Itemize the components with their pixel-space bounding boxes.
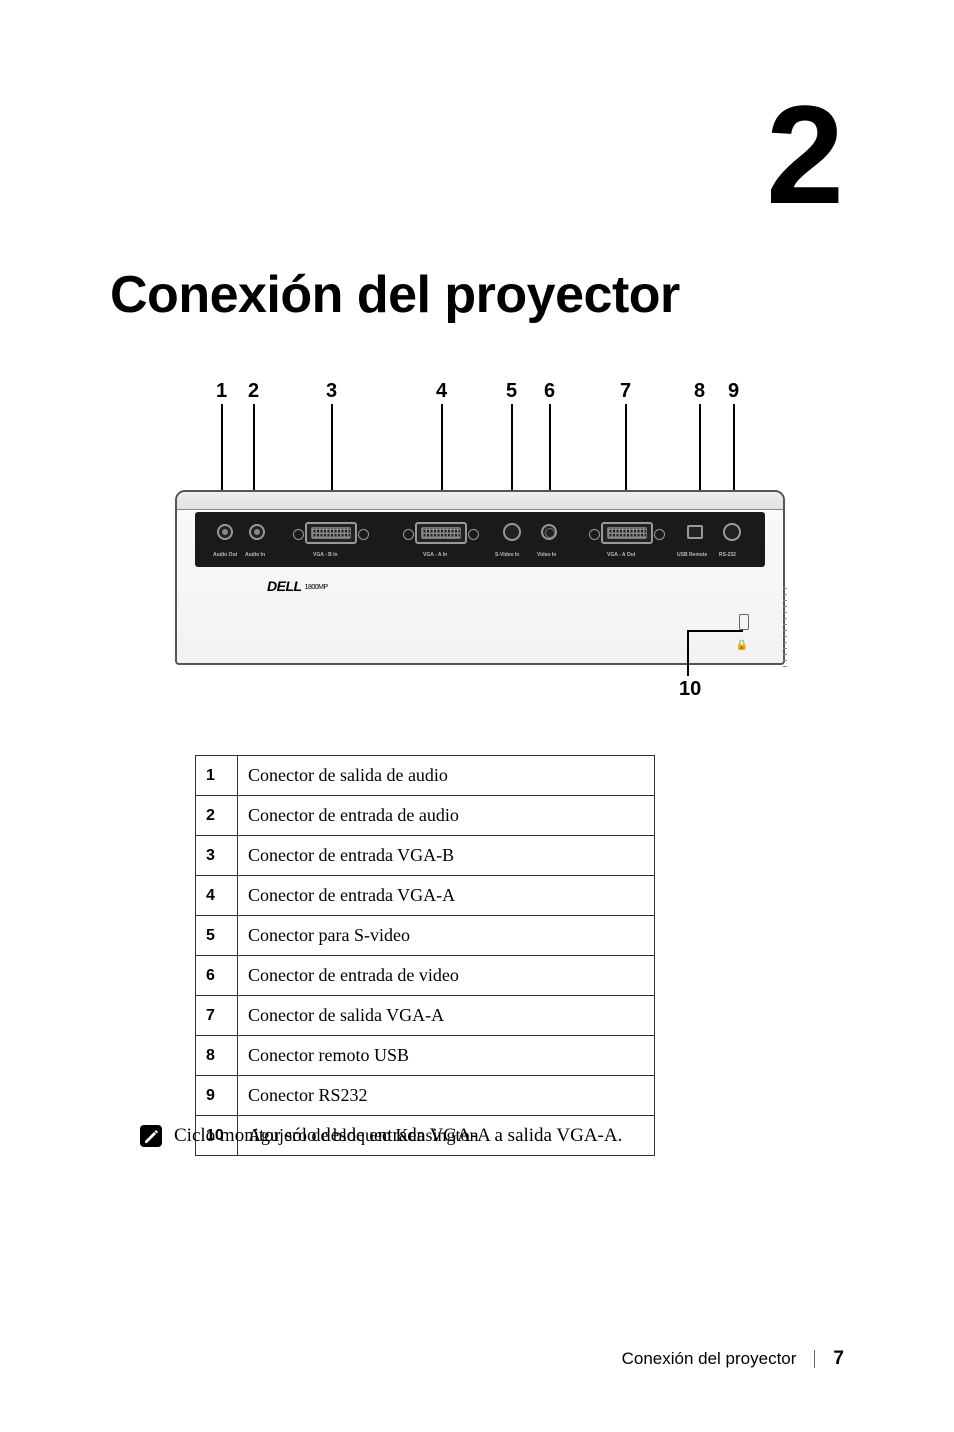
callout-number: 4 xyxy=(436,380,447,403)
table-row-number: 7 xyxy=(196,996,238,1036)
table-row-label: Conector de salida VGA-A xyxy=(238,996,655,1036)
callout-number: 1 xyxy=(216,380,227,403)
vga-b-in-port xyxy=(305,522,357,544)
callout-line xyxy=(699,404,701,500)
table-row: 4Conector de entrada VGA-A xyxy=(196,876,655,916)
device-top-band xyxy=(177,492,783,510)
table-row: 2Conector de entrada de audio xyxy=(196,796,655,836)
table-row: 5Conector para S-video xyxy=(196,916,655,956)
kensington-slot xyxy=(739,614,749,630)
audio-out-port xyxy=(217,524,233,540)
svideo-port xyxy=(503,523,521,541)
device-body: Audio Out Audio In VGA - B In VGA - A In S-V… xyxy=(175,490,785,665)
callout-line xyxy=(441,404,443,500)
table-row-label: Conector de entrada VGA-A xyxy=(238,876,655,916)
vga-a-out-port xyxy=(601,522,653,544)
table-row-label: Conector de entrada VGA-B xyxy=(238,836,655,876)
side-fins xyxy=(783,587,787,667)
callout-line xyxy=(221,404,223,500)
rs232-port xyxy=(723,523,741,541)
table-row: 3Conector de entrada VGA-B xyxy=(196,836,655,876)
port-table: 1Conector de salida de audio2Conector de… xyxy=(195,755,655,1156)
table-row-number: 3 xyxy=(196,836,238,876)
table-row: 7Conector de salida VGA-A xyxy=(196,996,655,1036)
port-label: VGA - B In xyxy=(313,552,338,558)
callout-10-hline xyxy=(687,630,743,632)
table-row: 8Conector remoto USB xyxy=(196,1036,655,1076)
table-row-label: Conector de salida de audio xyxy=(238,756,655,796)
port-label: VGA - A Out xyxy=(607,552,635,558)
port-label: USB Remote xyxy=(677,552,707,558)
chapter-number: 2 xyxy=(766,85,844,225)
table-row-number: 2 xyxy=(196,796,238,836)
port-label: VGA - A In xyxy=(423,552,447,558)
callout-10-number: 10 xyxy=(679,678,701,701)
chapter-title: Conexión del proyector xyxy=(110,265,680,325)
note-text: Ciclo monitor sólo desde entrada VGA-A a… xyxy=(174,1125,622,1147)
video-in-port xyxy=(541,524,557,540)
callout-number: 3 xyxy=(326,380,337,403)
table-row-number: 4 xyxy=(196,876,238,916)
table-row-number: 5 xyxy=(196,916,238,956)
callout-number: 9 xyxy=(728,380,739,403)
pencil-icon xyxy=(140,1125,162,1152)
callout-number: 6 xyxy=(544,380,555,403)
table-row-label: Conector RS232 xyxy=(238,1076,655,1116)
table-row-label: Conector de entrada de audio xyxy=(238,796,655,836)
table-row-number: 6 xyxy=(196,956,238,996)
table-row-label: Conector remoto USB xyxy=(238,1036,655,1076)
port-label: S-Video In xyxy=(495,552,519,558)
callout-line xyxy=(511,404,513,500)
table-row-number: 8 xyxy=(196,1036,238,1076)
vga-a-in-port xyxy=(415,522,467,544)
port-label: RS-232 xyxy=(719,552,736,558)
callout-line xyxy=(733,404,735,500)
page-footer: Conexión del proyector 7 xyxy=(622,1348,844,1370)
projector-rear-diagram: 12 3 4 5 6 7 89 Audio Out Audio In VGA - B In VGA… xyxy=(175,380,785,700)
usb-remote-port xyxy=(687,525,703,539)
callout-line xyxy=(549,404,551,500)
callout-line xyxy=(253,404,255,500)
port-label: Audio In xyxy=(245,552,265,558)
model-text: 1800MP xyxy=(305,584,328,591)
lock-icon: 🔒 xyxy=(736,640,748,651)
port-label: Video In xyxy=(537,552,556,558)
brand-text: DELL xyxy=(267,578,302,594)
callout-line xyxy=(625,404,627,500)
callout-number: 2 xyxy=(248,380,259,403)
audio-in-port xyxy=(249,524,265,540)
footer-section: Conexión del proyector xyxy=(622,1349,797,1369)
table-row-label: Conector de entrada de video xyxy=(238,956,655,996)
footer-page-number: 7 xyxy=(833,1348,844,1370)
note: Ciclo monitor sólo desde entrada VGA-A a… xyxy=(140,1125,844,1152)
callout-number: 7 xyxy=(620,380,631,403)
table-row: 6Conector de entrada de video xyxy=(196,956,655,996)
callout-line xyxy=(331,404,333,500)
table-row-number: 1 xyxy=(196,756,238,796)
callout-number: 8 xyxy=(694,380,705,403)
footer-separator xyxy=(814,1350,815,1368)
table-row: 1Conector de salida de audio xyxy=(196,756,655,796)
callout-10-vline xyxy=(687,630,689,676)
table-row-label: Conector para S-video xyxy=(238,916,655,956)
port-panel: Audio Out Audio In VGA - B In VGA - A In S-V… xyxy=(195,512,765,567)
dell-logo: DELL1800MP xyxy=(267,578,325,594)
port-label: Audio Out xyxy=(213,552,237,558)
callout-number: 5 xyxy=(506,380,517,403)
table-row-number: 9 xyxy=(196,1076,238,1116)
table-row: 9Conector RS232 xyxy=(196,1076,655,1116)
